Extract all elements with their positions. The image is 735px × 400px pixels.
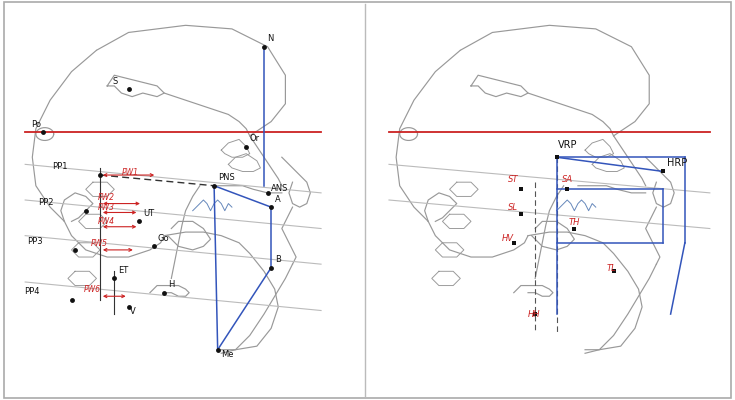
Text: SL: SL: [509, 204, 518, 212]
Text: TL: TL: [606, 264, 616, 273]
Text: TH: TH: [569, 218, 581, 227]
Text: Po: Po: [31, 120, 41, 129]
Text: H: H: [168, 280, 174, 289]
Text: ANS: ANS: [271, 184, 289, 193]
Text: PNS: PNS: [218, 173, 234, 182]
Text: PW2: PW2: [98, 193, 115, 202]
Text: ST: ST: [509, 175, 519, 184]
Text: PP3: PP3: [27, 237, 43, 246]
Text: HRP: HRP: [667, 158, 687, 168]
Text: PW6: PW6: [84, 286, 101, 294]
Text: PP4: PP4: [24, 287, 40, 296]
Text: PW1: PW1: [121, 168, 138, 177]
Text: PW3: PW3: [98, 203, 115, 212]
Text: A: A: [275, 194, 281, 204]
Text: PW5: PW5: [91, 239, 108, 248]
Text: N: N: [268, 34, 274, 43]
Text: V: V: [130, 307, 136, 316]
Text: PP1: PP1: [52, 162, 68, 172]
Text: PP2: PP2: [38, 198, 54, 207]
Text: B: B: [275, 255, 281, 264]
Text: Go: Go: [157, 234, 169, 243]
Text: HH: HH: [528, 310, 540, 320]
Text: Me: Me: [221, 350, 234, 359]
Text: ET: ET: [118, 266, 128, 275]
Text: UT: UT: [143, 209, 154, 218]
Text: HV: HV: [501, 234, 513, 243]
Text: SA: SA: [562, 175, 573, 184]
Text: VRP: VRP: [559, 140, 578, 150]
Text: S: S: [112, 77, 118, 86]
Text: PW4: PW4: [98, 217, 115, 226]
Text: Or: Or: [250, 134, 260, 143]
